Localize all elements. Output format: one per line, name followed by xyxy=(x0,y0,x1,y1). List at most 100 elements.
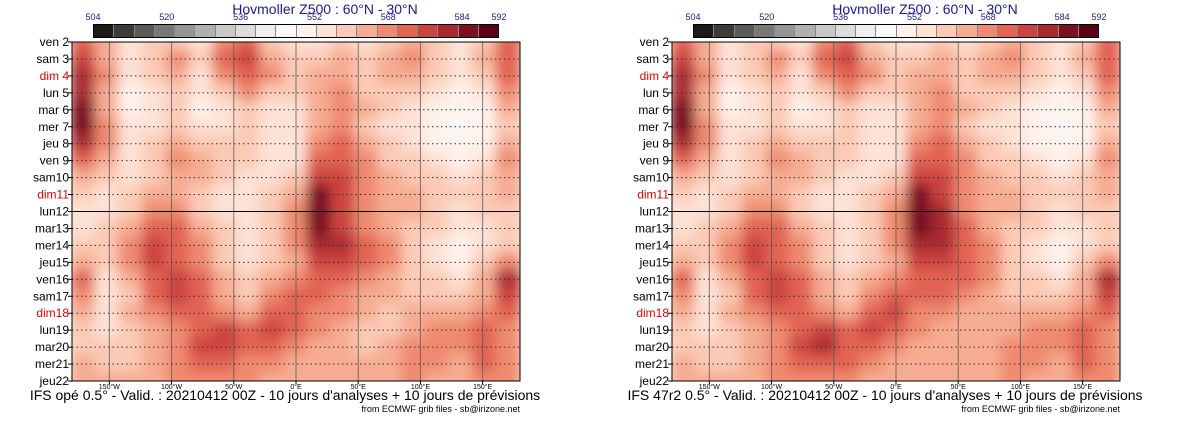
heatmap-cell xyxy=(1024,42,1051,52)
heatmap-cell xyxy=(471,134,498,154)
heatmap-cell xyxy=(672,371,697,381)
heatmap-cell xyxy=(765,337,791,357)
heatmap-cell xyxy=(188,337,215,357)
heatmap-cell xyxy=(94,337,121,357)
heatmap-cell xyxy=(672,252,697,272)
heatmap-cell xyxy=(72,252,97,272)
heatmap-cell xyxy=(495,371,520,381)
heatmap-cell xyxy=(495,235,520,255)
heatmap-cell xyxy=(1071,320,1098,340)
heatmap-cell xyxy=(953,354,980,374)
heatmap-cell xyxy=(188,286,215,306)
heatmap-cell xyxy=(741,185,768,205)
heatmap-cell xyxy=(1048,218,1074,238)
heatmap-cell xyxy=(471,117,498,137)
heatmap-cell xyxy=(94,218,121,238)
heatmap-cell xyxy=(72,354,97,374)
heatmap-cell xyxy=(188,49,215,69)
heatmap-cell xyxy=(141,354,168,374)
heatmap-cell xyxy=(471,320,498,340)
heatmap-cell xyxy=(353,337,380,357)
heatmap-cell xyxy=(259,151,286,171)
colorbar-tick-label: 584 xyxy=(454,12,470,22)
colorbar-tick-label: 584 xyxy=(1054,12,1070,22)
heatmap-cell xyxy=(788,185,815,205)
heatmap-cell xyxy=(1095,320,1120,340)
heatmap-cell xyxy=(448,117,474,137)
y-tick-label: jeu22 xyxy=(39,374,70,388)
y-tick-label: jeu 8 xyxy=(42,137,69,151)
heatmap-cell xyxy=(1095,252,1120,272)
heatmap-cell xyxy=(765,66,791,86)
heatmap-cell xyxy=(495,185,520,205)
heatmap-cell xyxy=(977,168,1004,188)
heatmap-cell xyxy=(953,218,980,238)
heatmap-cell xyxy=(1001,83,1027,103)
heatmap-cell xyxy=(471,354,498,374)
heatmap-cell xyxy=(741,151,768,171)
heatmap-cell xyxy=(188,252,215,272)
y-tick-label: mar 6 xyxy=(638,103,669,117)
heatmap-cell xyxy=(906,42,933,52)
y-tick-label: lun 5 xyxy=(43,86,69,100)
heatmap-cell xyxy=(1048,320,1074,340)
colorbar-swatch xyxy=(714,25,735,37)
colorbar-tick-label: 552 xyxy=(306,12,322,22)
heatmap-cell xyxy=(977,354,1004,374)
heatmap-cell xyxy=(930,371,956,381)
x-tick-label: 150°W xyxy=(99,383,120,391)
heatmap-cell xyxy=(788,235,815,255)
heatmap-cell xyxy=(765,303,791,323)
heatmap-cell xyxy=(672,337,697,357)
heatmap-cell xyxy=(259,286,286,306)
heatmap-cell xyxy=(836,371,862,381)
y-tick-label: ven 2 xyxy=(640,35,670,49)
heatmap-cell xyxy=(1048,371,1074,381)
heatmap-cell xyxy=(1001,269,1027,289)
heatmap-cell xyxy=(94,151,121,171)
heatmap-cell xyxy=(188,320,215,340)
heatmap-cell xyxy=(1095,100,1120,120)
heatmap-cell xyxy=(859,42,886,52)
x-tick-label: 100°E xyxy=(411,383,430,391)
heatmap-cell xyxy=(330,371,356,381)
colorbar-tick-label: 536 xyxy=(833,12,849,22)
heatmap-cell xyxy=(977,83,1004,103)
heatmap-cell xyxy=(1001,235,1027,255)
heatmap-cell xyxy=(788,100,815,120)
heatmap-cell xyxy=(495,66,520,86)
heatmap-cell xyxy=(448,134,474,154)
heatmap-cell xyxy=(165,168,191,188)
heatmap-cell xyxy=(741,337,768,357)
colorbar-tick-label: 504 xyxy=(85,12,101,22)
heatmap-cell xyxy=(94,83,121,103)
heatmap-cell xyxy=(1048,151,1074,171)
heatmap-cell xyxy=(765,168,791,188)
heatmap-cell xyxy=(672,320,697,340)
heatmap-cell xyxy=(377,151,404,171)
heatmap-cell xyxy=(377,320,404,340)
colorbar-swatch xyxy=(478,25,498,37)
heatmap-cell xyxy=(1095,185,1120,205)
heatmap-cell xyxy=(859,303,886,323)
heatmap-cell xyxy=(1001,371,1027,381)
heatmap-cell xyxy=(977,303,1004,323)
colorbar-swatch xyxy=(337,25,358,37)
heatmap-cell xyxy=(1048,117,1074,137)
y-tick-label: ven16 xyxy=(36,272,69,286)
heatmap-cell xyxy=(495,151,520,171)
heatmap-cell xyxy=(1048,354,1074,374)
y-tick-label: sam 3 xyxy=(36,52,69,66)
heatmap-cell xyxy=(165,337,191,357)
heatmap-cell xyxy=(977,252,1004,272)
heatmap-cell xyxy=(694,371,721,381)
heatmap-cell xyxy=(259,218,286,238)
heatmap-cell xyxy=(953,337,980,357)
heatmap-cell xyxy=(353,168,380,188)
heatmap-cell xyxy=(765,354,791,374)
heatmap-cell xyxy=(953,66,980,86)
heatmap-cell xyxy=(72,303,97,323)
heatmap-cell xyxy=(694,185,721,205)
heatmap-cell xyxy=(1071,66,1098,86)
heatmap-cell xyxy=(859,117,886,137)
